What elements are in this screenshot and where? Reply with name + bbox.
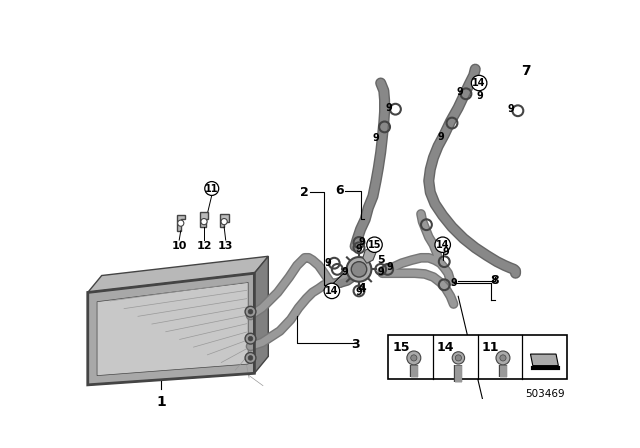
Circle shape [178, 220, 184, 226]
Text: 6: 6 [335, 184, 344, 197]
Text: 9: 9 [359, 237, 365, 247]
Polygon shape [200, 211, 208, 227]
Circle shape [455, 355, 461, 361]
Circle shape [245, 333, 256, 344]
Circle shape [245, 306, 256, 317]
Text: 9: 9 [385, 103, 392, 112]
Text: 14: 14 [437, 341, 454, 354]
Circle shape [245, 353, 256, 363]
Polygon shape [88, 256, 268, 293]
Text: 8: 8 [490, 275, 499, 288]
Text: 3: 3 [351, 338, 360, 351]
Text: 9: 9 [477, 91, 483, 101]
Text: 14: 14 [436, 240, 449, 250]
Text: 9: 9 [372, 134, 380, 143]
Circle shape [201, 219, 207, 225]
Circle shape [324, 283, 340, 299]
Text: 9: 9 [342, 267, 348, 277]
Text: 9: 9 [437, 132, 444, 142]
Text: 9: 9 [324, 258, 332, 268]
Text: 4: 4 [357, 282, 365, 295]
Text: 9: 9 [450, 278, 457, 288]
Text: 1: 1 [157, 395, 166, 409]
Circle shape [205, 181, 219, 195]
Polygon shape [531, 354, 558, 366]
Circle shape [435, 237, 451, 252]
Polygon shape [363, 248, 376, 263]
Circle shape [496, 351, 510, 365]
Text: 12: 12 [196, 241, 212, 251]
Text: 9: 9 [387, 262, 394, 272]
Circle shape [347, 257, 371, 282]
Bar [388, 335, 566, 379]
Circle shape [452, 352, 465, 364]
Circle shape [248, 310, 253, 314]
Polygon shape [254, 256, 268, 373]
Text: 5: 5 [377, 255, 385, 265]
Polygon shape [88, 273, 254, 385]
Polygon shape [97, 282, 248, 375]
Circle shape [248, 336, 253, 341]
Text: 15: 15 [392, 341, 410, 354]
Circle shape [411, 355, 417, 361]
Circle shape [500, 355, 506, 361]
Text: 2: 2 [300, 186, 309, 199]
Text: 9: 9 [356, 288, 362, 297]
Text: 9: 9 [456, 87, 463, 97]
Polygon shape [220, 214, 229, 227]
Text: 9: 9 [378, 267, 384, 277]
Circle shape [472, 75, 487, 90]
Text: 9: 9 [442, 247, 449, 258]
Polygon shape [177, 215, 184, 231]
Circle shape [407, 351, 421, 365]
Text: 14: 14 [472, 78, 486, 88]
Text: 9: 9 [356, 244, 362, 254]
Text: 503469: 503469 [525, 389, 565, 399]
Text: 11: 11 [205, 184, 218, 194]
Circle shape [367, 237, 382, 252]
Text: 7: 7 [521, 64, 531, 78]
Text: 11: 11 [481, 341, 499, 354]
Text: 14: 14 [325, 286, 339, 296]
Circle shape [248, 356, 253, 360]
Text: 9: 9 [508, 104, 515, 114]
Circle shape [351, 262, 367, 277]
Circle shape [221, 219, 227, 225]
Text: 10: 10 [172, 241, 187, 251]
Text: 13: 13 [218, 241, 234, 251]
Text: 15: 15 [368, 240, 381, 250]
